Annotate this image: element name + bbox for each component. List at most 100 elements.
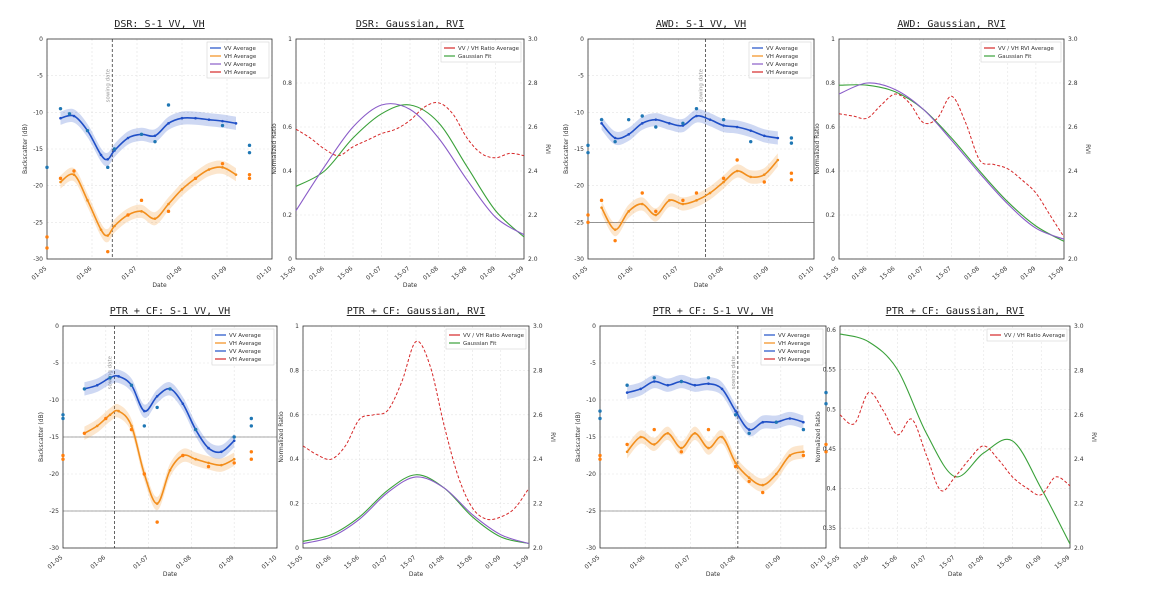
y-tick-label: 0 bbox=[580, 36, 584, 43]
vh-observation bbox=[747, 479, 751, 484]
x-tick-label: 15-09 bbox=[507, 265, 525, 282]
y2-tick-label: 2.4 bbox=[1068, 168, 1078, 175]
y-axis-label: Backscatter (dB) bbox=[563, 124, 570, 174]
y2-tick-label: 2.2 bbox=[533, 501, 543, 508]
confidence-band bbox=[601, 153, 778, 237]
y-tick-label: 0 bbox=[831, 256, 835, 263]
series-point bbox=[707, 446, 710, 450]
y2-axis-label: RVI bbox=[1090, 432, 1097, 442]
vh-observation bbox=[789, 171, 794, 175]
legend-label: VH Average bbox=[778, 357, 811, 363]
plot-frame bbox=[587, 38, 815, 260]
chart-ptr2-rvi: PTR + CF: Gaussian, RVI 0.35 0.4 0.45 0.5 0.5… bbox=[815, 306, 1097, 578]
vv-observation bbox=[232, 435, 236, 439]
vv-observation bbox=[106, 165, 110, 170]
y2-tick-label: 2.4 bbox=[528, 168, 538, 175]
x-tick-label: 15-09 bbox=[1047, 265, 1065, 282]
series-point bbox=[600, 206, 603, 209]
x-tick-label: 15-08 bbox=[450, 265, 468, 282]
legend-label: Gaussian Fit bbox=[463, 341, 497, 347]
x-tick-label: 01-08 bbox=[175, 554, 193, 571]
series-point bbox=[761, 420, 765, 424]
y-tick-label: -25 bbox=[574, 219, 584, 226]
legend-label: VH Average bbox=[229, 341, 262, 347]
vh-observation bbox=[801, 453, 806, 458]
series-point bbox=[802, 420, 805, 424]
series-point bbox=[654, 213, 658, 217]
vv-observation bbox=[801, 427, 806, 432]
series-point bbox=[130, 424, 133, 428]
series-point bbox=[221, 119, 224, 123]
x-tick-label: 01-06 bbox=[308, 265, 326, 282]
y-tick-label: 0.35 bbox=[823, 525, 837, 532]
y-tick-label: -5 bbox=[37, 73, 43, 80]
ratio-average-line bbox=[302, 476, 530, 545]
chart-ptr1-rvi: PTR + CF: Gaussian, RVI 0 0.2 0.4 0.6 0.8 1 15-… bbox=[278, 306, 556, 578]
vh-observation bbox=[181, 453, 185, 458]
confidence-band bbox=[60, 108, 236, 167]
series-point bbox=[788, 417, 792, 420]
y-tick-label: -20 bbox=[586, 471, 596, 478]
rvi-line bbox=[839, 391, 1071, 496]
series-point bbox=[153, 217, 157, 220]
vv-observation bbox=[824, 402, 828, 406]
series-point bbox=[143, 409, 146, 413]
chart-title: PTR + CF: Gaussian, RVI bbox=[886, 306, 1024, 317]
series-point bbox=[681, 202, 685, 206]
series-point bbox=[639, 435, 642, 439]
chart-title: DSR: S-1 VV, VH bbox=[114, 19, 204, 30]
x-tick-label: 01-07 bbox=[662, 265, 680, 282]
x-tick-label: 15-09 bbox=[512, 554, 530, 571]
vv-observation bbox=[625, 383, 629, 387]
x-tick-label: 15-08 bbox=[456, 554, 474, 571]
rvi-line bbox=[302, 340, 530, 521]
vv-observation bbox=[129, 383, 134, 387]
x-tick-label: 01-08 bbox=[428, 554, 446, 571]
vh-observation bbox=[193, 176, 198, 181]
series-point bbox=[666, 432, 670, 435]
y-tick-label: 0.4 bbox=[825, 168, 835, 175]
vh-observation bbox=[681, 198, 685, 203]
vv-observation bbox=[774, 420, 778, 424]
vv-observation bbox=[681, 121, 685, 126]
vh-observation bbox=[126, 213, 130, 217]
series-point bbox=[668, 199, 671, 202]
series-point bbox=[153, 134, 157, 138]
vv-observation bbox=[652, 376, 656, 380]
chart-ptr2-backscatter: PTR + CF: S-1 VV, VH 0 -5 -10 -15 -20 -25 -30 01… bbox=[575, 306, 828, 578]
y-tick-label: -30 bbox=[33, 256, 43, 263]
y-axis-label: Backscatter (dB) bbox=[22, 124, 29, 174]
series-point bbox=[86, 199, 89, 202]
vh-observation bbox=[155, 520, 159, 524]
y-tick-label: 0 bbox=[39, 36, 43, 43]
vv-observation bbox=[220, 123, 225, 128]
series-point bbox=[734, 409, 737, 413]
y-tick-label: -5 bbox=[53, 360, 59, 367]
vh-observation bbox=[104, 416, 108, 421]
y2-tick-label: 3.0 bbox=[1074, 323, 1084, 330]
y-tick-label: 0.55 bbox=[823, 367, 837, 374]
y2-tick-label: 2.2 bbox=[1074, 501, 1084, 508]
series-point bbox=[788, 454, 792, 457]
vv-observation bbox=[61, 416, 65, 421]
series-point bbox=[207, 446, 210, 450]
y2-tick-label: 2.0 bbox=[1068, 256, 1078, 263]
series-point bbox=[802, 450, 805, 454]
x-tick-label: 01-07 bbox=[371, 554, 389, 571]
y2-tick-label: 3.0 bbox=[533, 323, 543, 330]
vh-observation bbox=[142, 472, 147, 476]
plot-frame bbox=[295, 38, 525, 260]
series-point bbox=[625, 450, 629, 454]
chart-awd-rvi: AWD: Gaussian, RVI 0 0.2 0.4 0.6 0.8 1 15-05 01-… bbox=[814, 19, 1091, 282]
vh-observation bbox=[58, 176, 63, 181]
series-point bbox=[749, 175, 753, 179]
y-tick-label: 0 bbox=[295, 545, 299, 552]
vv-observation bbox=[155, 405, 159, 410]
y2-tick-label: 3.0 bbox=[1068, 36, 1078, 43]
y-tick-label: -20 bbox=[33, 183, 43, 190]
series-point bbox=[232, 457, 236, 461]
series-point bbox=[194, 116, 197, 120]
vh-observation bbox=[679, 450, 684, 454]
x-tick-label: 15-07 bbox=[935, 265, 953, 282]
y-tick-label: -15 bbox=[49, 434, 59, 441]
